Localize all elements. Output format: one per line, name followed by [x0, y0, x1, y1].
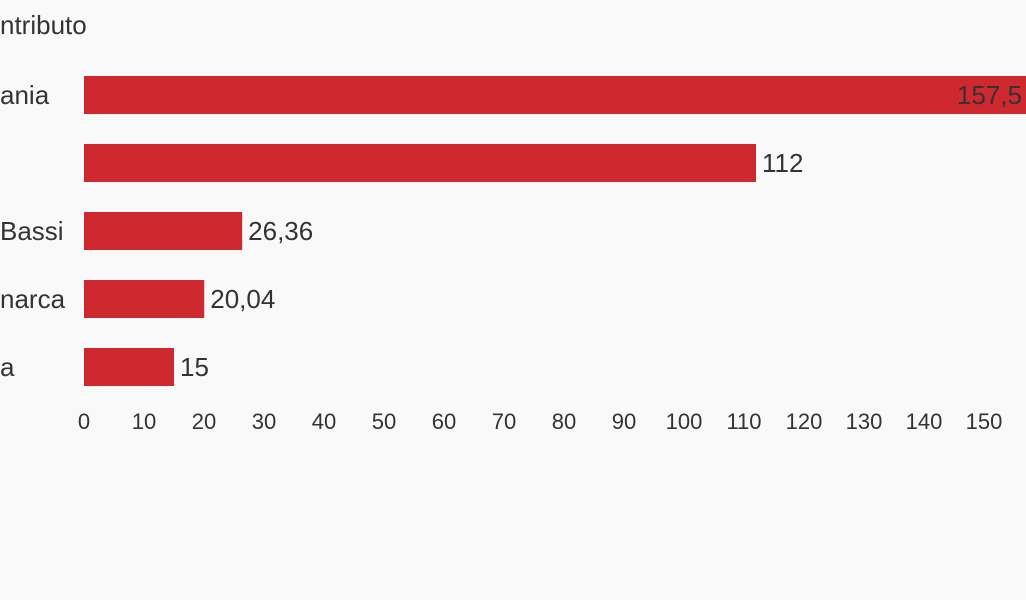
value-label: 15	[180, 352, 209, 382]
x-tick-label: 20	[192, 409, 216, 434]
bar	[84, 348, 174, 386]
y-tick-label: ania	[0, 80, 50, 110]
x-tick-label: 10	[132, 409, 156, 434]
value-label: 20,04	[210, 284, 275, 314]
chart-title: ntributo	[0, 10, 87, 40]
x-tick-label: 80	[552, 409, 576, 434]
value-label: 157,5	[957, 80, 1022, 110]
x-tick-label: 150	[966, 409, 1003, 434]
x-tick-label: 120	[786, 409, 823, 434]
y-tick-label: narca	[0, 284, 66, 314]
y-tick-label: a	[0, 352, 15, 382]
x-tick-label: 140	[906, 409, 943, 434]
x-tick-label: 70	[492, 409, 516, 434]
value-label: 26,36	[248, 216, 313, 246]
value-label: 112	[762, 148, 803, 178]
bar	[84, 212, 243, 250]
bar	[84, 144, 756, 182]
x-tick-label: 60	[432, 409, 456, 434]
x-tick-label: 50	[372, 409, 396, 434]
x-tick-label: 0	[78, 409, 90, 434]
bar	[84, 280, 205, 318]
x-tick-label: 30	[252, 409, 276, 434]
x-tick-label: 100	[666, 409, 703, 434]
x-tick-label: 130	[846, 409, 883, 434]
x-tick-label: 90	[612, 409, 636, 434]
x-tick-label: 40	[312, 409, 336, 434]
bar	[84, 76, 1026, 114]
y-tick-label: Bassi	[0, 216, 64, 246]
x-tick-label: 110	[726, 409, 761, 434]
